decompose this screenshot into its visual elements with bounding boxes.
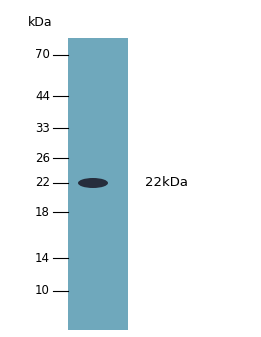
Text: 26: 26 bbox=[35, 152, 50, 164]
Text: 14: 14 bbox=[35, 251, 50, 265]
Text: 70: 70 bbox=[35, 49, 50, 61]
Bar bbox=[68, 38, 128, 330]
Text: 18: 18 bbox=[35, 206, 50, 218]
Ellipse shape bbox=[78, 178, 108, 188]
Text: 10: 10 bbox=[35, 284, 50, 298]
Text: 22: 22 bbox=[35, 177, 50, 189]
Text: 22kDa: 22kDa bbox=[145, 177, 188, 189]
Text: 33: 33 bbox=[35, 122, 50, 134]
Text: 44: 44 bbox=[35, 90, 50, 102]
Text: kDa: kDa bbox=[28, 16, 53, 29]
